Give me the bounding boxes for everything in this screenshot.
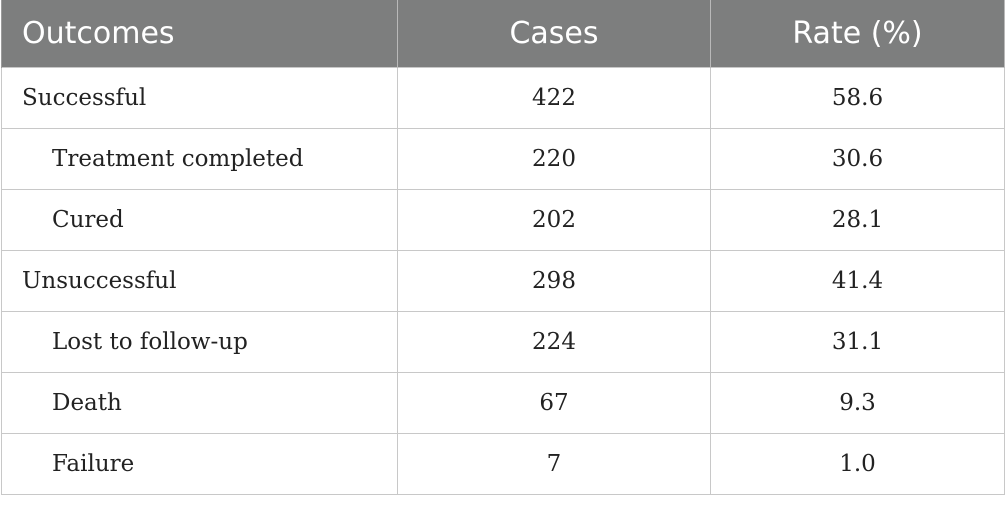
row-cases: 202 <box>397 188 711 251</box>
header-cases: Cases <box>397 0 711 67</box>
row-label-successful: Successful <box>1 66 398 129</box>
outcomes-table: Outcomes Cases Rate (%) Successful 422 5… <box>1 0 1005 495</box>
row-cases: 298 <box>397 249 711 312</box>
table-row: Treatment completed 220 30.6 <box>1 127 1005 190</box>
header-outcomes: Outcomes <box>1 0 398 67</box>
row-cases: 220 <box>397 127 711 190</box>
table-row: Successful 422 58.6 <box>1 66 1005 129</box>
row-rate: 31.1 <box>710 310 1005 373</box>
row-rate: 9.3 <box>710 371 1005 434</box>
table-row: Failure 7 1.0 <box>1 432 1005 495</box>
row-rate: 41.4 <box>710 249 1005 312</box>
row-rate: 28.1 <box>710 188 1005 251</box>
header-row: Outcomes Cases Rate (%) <box>1 0 1005 67</box>
row-cases: 224 <box>397 310 711 373</box>
row-label-unsuccessful: Unsuccessful <box>1 249 398 312</box>
table-header: Outcomes Cases Rate (%) <box>1 0 1005 67</box>
table-row: Unsuccessful 298 41.4 <box>1 249 1005 312</box>
row-rate: 58.6 <box>710 66 1005 129</box>
row-label-treatment-completed: Treatment completed <box>1 127 398 190</box>
row-cases: 7 <box>397 432 711 495</box>
row-cases: 422 <box>397 66 711 129</box>
row-rate: 1.0 <box>710 432 1005 495</box>
header-rate: Rate (%) <box>710 0 1005 67</box>
row-rate: 30.6 <box>710 127 1005 190</box>
row-label-cured: Cured <box>1 188 398 251</box>
row-label-death: Death <box>1 371 398 434</box>
row-label-lost-to-follow-up: Lost to follow-up <box>1 310 398 373</box>
table-row: Cured 202 28.1 <box>1 188 1005 251</box>
table-row: Death 67 9.3 <box>1 371 1005 434</box>
row-cases: 67 <box>397 371 711 434</box>
table-body: Successful 422 58.6 Treatment completed … <box>1 66 1005 495</box>
table-row: Lost to follow-up 224 31.1 <box>1 310 1005 373</box>
row-label-failure: Failure <box>1 432 398 495</box>
